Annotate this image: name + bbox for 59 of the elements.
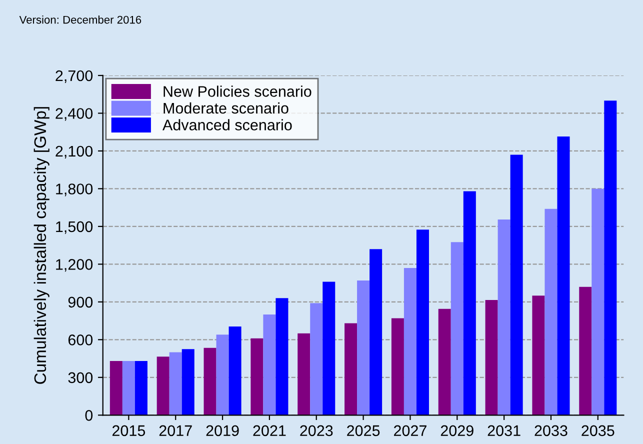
legend-label: Advanced scenario <box>162 119 292 130</box>
bar <box>604 100 617 416</box>
bar <box>404 268 416 416</box>
bar <box>532 296 545 416</box>
y-tick-label: 2,400 <box>56 108 93 121</box>
x-tick-label: 2031 <box>488 425 520 436</box>
bar <box>276 298 288 416</box>
x-tick-label: 2029 <box>440 425 474 436</box>
x-tick-label: 2033 <box>534 425 568 436</box>
x-tick-label: 2017 <box>159 425 192 436</box>
bar <box>510 154 523 416</box>
bar <box>391 318 404 416</box>
x-tick-label: 2015 <box>112 425 146 436</box>
x-tick-label: 2025 <box>347 425 380 436</box>
bar <box>182 349 194 416</box>
y-axis-title: Cumulatively installed capacity [GWp] <box>34 107 50 384</box>
bar <box>110 361 122 416</box>
x-tick-label: 2019 <box>206 425 239 436</box>
y-tick-label: 0 <box>85 410 93 421</box>
bar <box>322 282 336 416</box>
bar <box>485 300 498 416</box>
y-tick-label: 300 <box>68 372 93 384</box>
bar <box>370 249 382 416</box>
x-tick-label: 2035 <box>582 425 614 436</box>
bar <box>134 361 148 416</box>
bar <box>544 208 558 416</box>
bar <box>204 348 216 416</box>
x-tick-label: 2023 <box>300 425 333 436</box>
bar <box>438 308 451 416</box>
bar <box>463 191 476 416</box>
x-tick-label: 2021 <box>253 425 286 436</box>
bar <box>122 361 135 416</box>
bar <box>250 338 264 416</box>
legend-label: Moderate scenario <box>164 102 288 114</box>
y-tick-label: 1,500 <box>56 221 93 234</box>
y-tick-label: 2,100 <box>56 146 93 158</box>
x-tick-label: 2027 <box>394 425 426 436</box>
bar <box>450 242 464 416</box>
bar <box>263 314 276 416</box>
bar <box>344 323 358 416</box>
bar <box>498 220 510 416</box>
bar <box>416 230 429 416</box>
y-tick-label: 900 <box>68 296 93 308</box>
bar <box>357 280 370 416</box>
y-tick-label: 1,800 <box>56 184 93 196</box>
y-tick-label: 1,200 <box>56 259 93 272</box>
bar <box>216 334 229 416</box>
bar <box>169 352 182 416</box>
legend-label: New Policies scenario <box>164 86 312 97</box>
bar <box>557 136 570 416</box>
y-tick-label: 600 <box>68 334 93 346</box>
y-tick-label: 2,700 <box>56 70 93 83</box>
bar <box>298 333 310 416</box>
bar <box>592 188 604 416</box>
bar <box>228 326 242 416</box>
bar <box>310 303 323 416</box>
bar <box>156 356 170 416</box>
text: Version: December 2016 <box>19 16 142 24</box>
bar <box>579 286 592 416</box>
